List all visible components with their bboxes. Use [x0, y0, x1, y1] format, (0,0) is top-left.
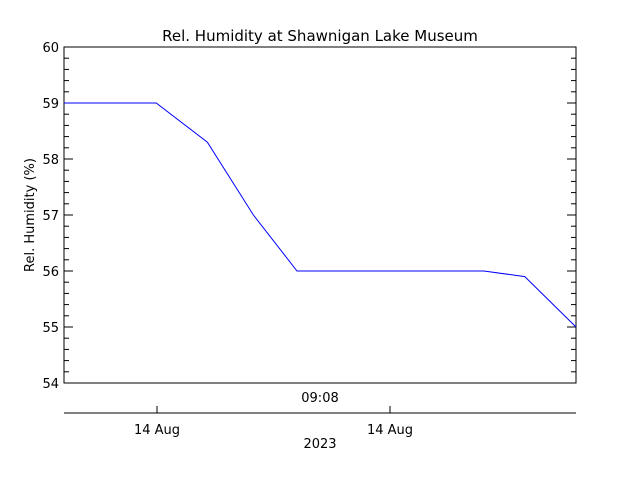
y-tick-label-57: 57 [42, 209, 59, 224]
y-axis-label: Rel. Humidity (%) [23, 158, 38, 272]
chart-title: Rel. Humidity at Shawnigan Lake Museum [162, 27, 478, 45]
series-line [64, 102, 577, 328]
y-tick-label-59: 59 [42, 97, 59, 112]
y-tick-label-60: 60 [42, 41, 59, 56]
x-axis-lower-tick-label-2: 14 Aug [367, 423, 413, 438]
y-tick-label-55: 55 [42, 321, 59, 336]
x-axis-lower-label: 2023 [303, 437, 336, 452]
y-tick-label-54: 54 [42, 377, 59, 392]
y-axis: 54 55 56 57 58 59 60 [42, 41, 576, 392]
y-tick-label-56: 56 [42, 265, 59, 280]
minor-ticks [64, 57, 576, 373]
x-axis-lower-tick-label-1: 14 Aug [134, 423, 180, 438]
plot-frame [63, 46, 577, 384]
x-axis-upper-tick-label: 09:08 [301, 391, 338, 406]
y-tick-label-58: 58 [42, 153, 59, 168]
